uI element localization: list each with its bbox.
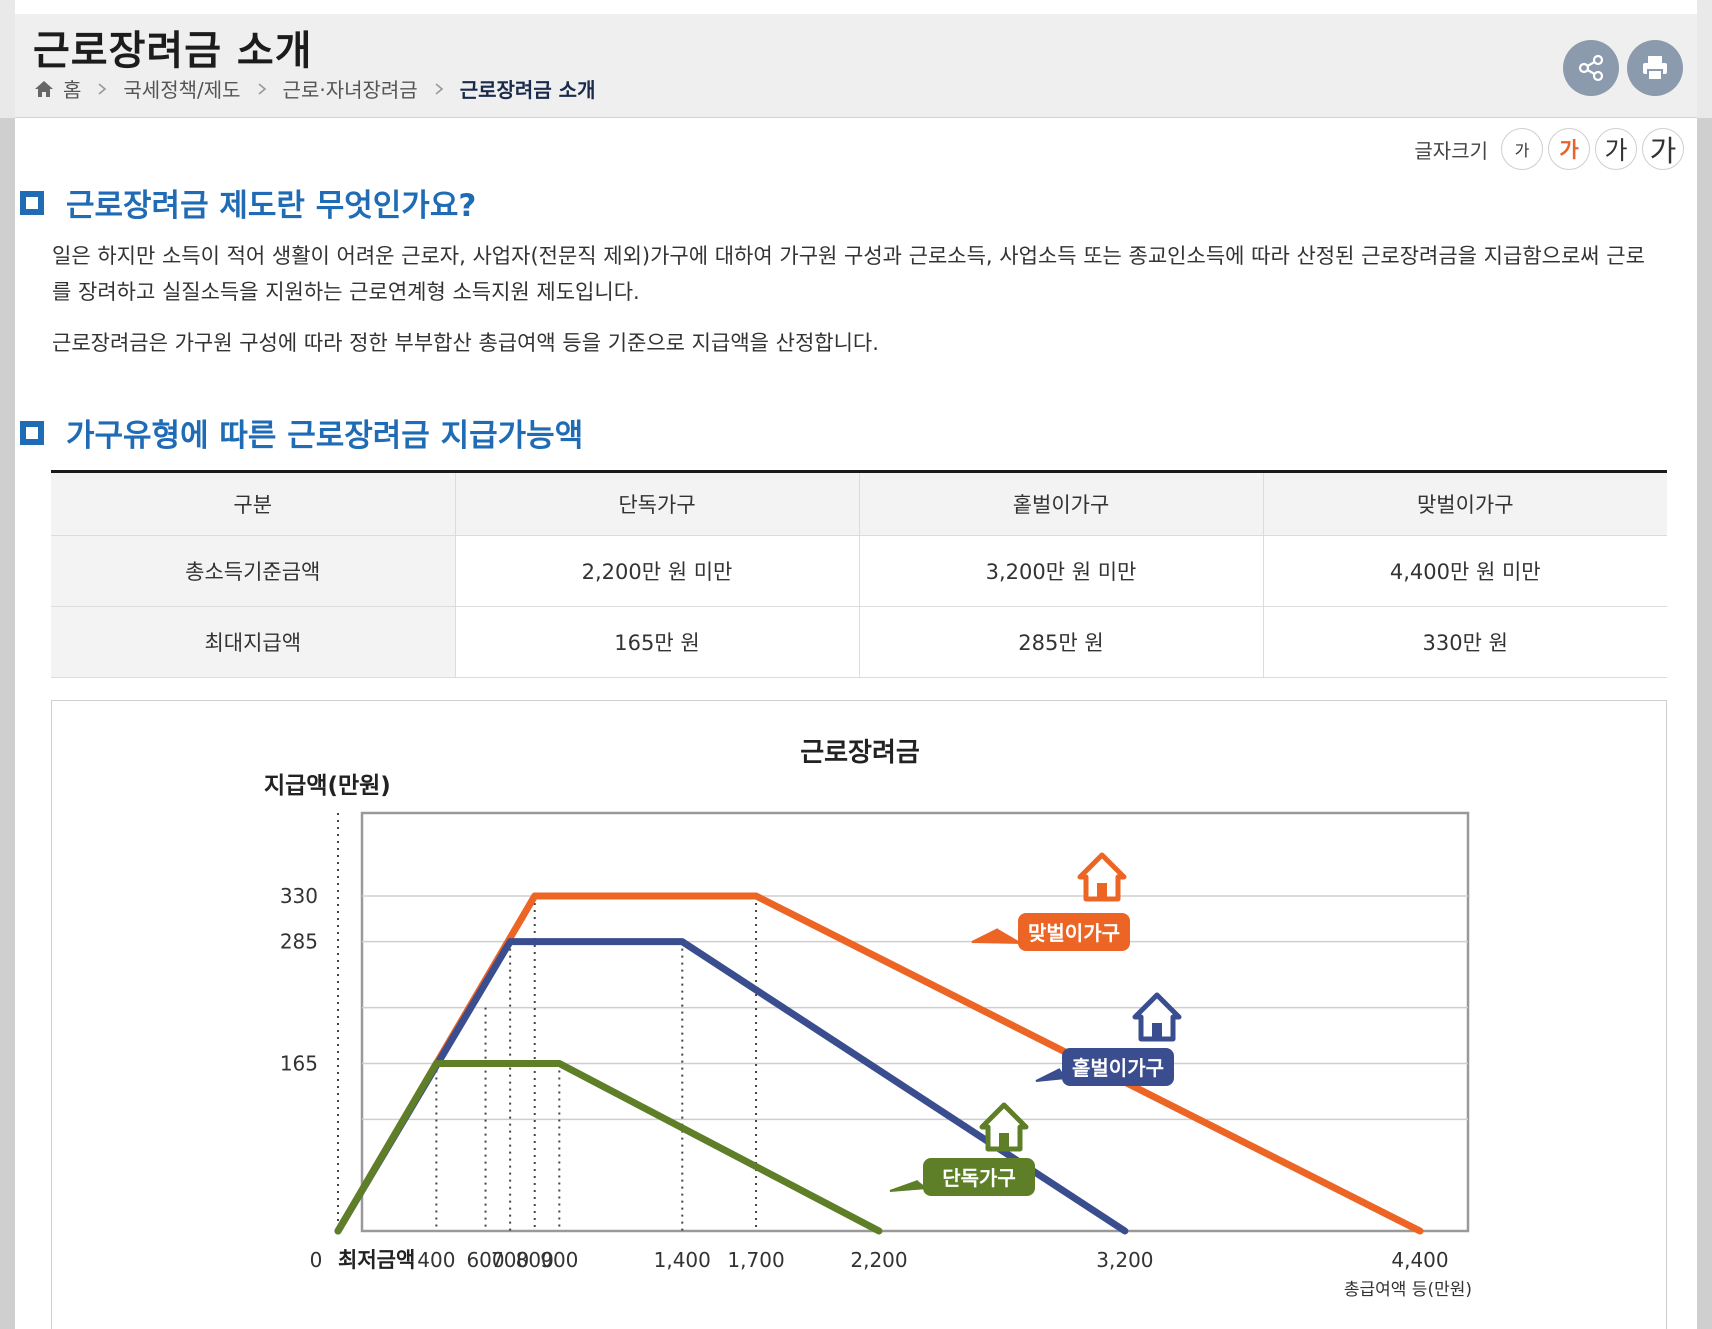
chevron-right-icon [98,82,107,95]
printer-icon [1643,56,1667,81]
font-size-default-button[interactable]: 가 [1548,128,1590,170]
x-origin-min-label: 최저금액 [338,1248,415,1272]
callout-pointer [889,1180,928,1192]
amounts-table: 구분 단독가구 홑벌이가구 맞벌이가구 총소득기준금액 2,200만 원 미만 … [51,470,1667,678]
description-paragraph: 일은 하지만 소득이 적어 생활이 어려운 근로자, 사업자(전문직 제외)가구… [52,244,1645,304]
column-header: 홑벌이가구 [859,470,1264,536]
table-cell: 285만 원 [859,606,1264,678]
share-icon [1578,54,1604,82]
house-door-icon [999,1133,1009,1147]
table-header-row: 구분 단독가구 홑벌이가구 맞벌이가구 [51,470,1667,536]
section-heading-text: 근로장려금 제도란 무엇인가요? [66,188,477,224]
font-size-label: 글자크기 [1414,138,1488,163]
callout-box [923,1158,1035,1196]
callout-box [1062,1048,1174,1086]
callout-box [1018,913,1130,951]
house-icon [1077,852,1127,902]
chart-title: 근로장려금 [800,738,920,768]
breadcrumb: 홈 국세정책/제도 근로·자녀장려금 근로장려금 소개 [33,74,595,103]
description-paragraph-2: 근로장려금은 가구원 구성에 따라 정한 부부합산 총급여액 등을 기준으로 지… [52,331,879,355]
page-header: 근로장려금 소개 홈 국세정책/제도 근로·자녀장려금 근로장려금 소개 [15,14,1697,118]
legend-label-단독가구: 단독가구 [942,1166,1016,1190]
breadcrumb-tax-policy[interactable]: 국세정책/제도 [123,78,241,102]
callout-pointer [971,928,1023,944]
series-line-단독가구 [334,1060,883,1235]
font-size-control: 글자크기 가 가 가 가 [1414,128,1684,170]
table-cell: 2,200만 원 미만 [455,535,860,607]
x-tick-label: 800 [516,1248,554,1272]
table-cell: 3,200만 원 미만 [859,535,1264,607]
row-header: 최대지급액 [51,606,456,678]
page-title: 근로장려금 소개 [33,28,313,74]
chevron-right-icon [435,82,443,95]
table-cell: 165만 원 [455,606,860,678]
square-bullet-icon [20,190,44,215]
column-header: 맞벌이가구 [1263,470,1667,536]
callout-pointer [1035,1068,1067,1082]
column-header: 구분 [51,470,456,536]
house-door-icon [1152,1023,1162,1037]
table-row: 총소득기준금액 2,200만 원 미만 3,200만 원 미만 4,400만 원… [51,535,1667,607]
row-header: 총소득기준금액 [51,535,456,607]
section-heading-what-is: 근로장려금 제도란 무엇인가요? [20,180,476,225]
table-cell: 330만 원 [1263,606,1667,678]
table-cell: 4,400만 원 미만 [1263,535,1667,607]
home-icon[interactable] [33,79,55,99]
section-heading-amounts: 가구유형에 따른 근로장려금 지급가능액 [20,410,583,455]
font-size-large-button[interactable]: 가 [1595,128,1637,170]
y-tick-label: 165 [280,1052,318,1076]
x-tick-label: 600 [466,1248,504,1272]
table-row: 최대지급액 165만 원 285만 원 330만 원 [51,606,1667,678]
x-tick-label: 3,200 [1096,1248,1153,1272]
legend-label-홑벌이가구: 홑벌이가구 [1072,1056,1164,1080]
house-door-icon [1097,883,1107,897]
house-icon [979,1102,1029,1152]
breadcrumb-current: 근로장려금 소개 [459,78,596,102]
column-header: 단독가구 [455,470,860,536]
x-tick-label: 400 [417,1248,455,1272]
y-tick-label: 285 [280,930,318,954]
chevron-right-icon [258,82,266,95]
legend-label-맞벌이가구: 맞벌이가구 [1028,921,1120,945]
x-tick-label: 4,400 [1391,1248,1448,1272]
x-tick-label: 2,200 [850,1248,907,1272]
x-axis-label: 총급여액 등(만원) [1344,1280,1472,1300]
x-tick-label: 700 [491,1248,529,1272]
y-axis-label: 지급액(만원) [264,773,391,799]
breadcrumb-incentive[interactable]: 근로·자녀장려금 [282,78,418,102]
print-button[interactable] [1627,40,1683,96]
font-size-largest-button[interactable]: 가 [1642,128,1684,170]
x-origin-zero: 0 [310,1248,323,1272]
breadcrumb-home[interactable]: 홈 [63,78,82,102]
section-heading-text: 가구유형에 따른 근로장려금 지급가능액 [66,418,584,454]
font-size-smallest-button[interactable]: 가 [1501,128,1543,170]
x-tick-label: 900 [540,1248,578,1272]
house-icon [1132,992,1182,1042]
x-tick-label: 1,700 [727,1248,784,1272]
y-tick-label: 330 [280,884,318,908]
share-button[interactable] [1563,40,1619,96]
x-tick-label: 1,400 [654,1248,711,1272]
square-bullet-icon [20,420,44,445]
